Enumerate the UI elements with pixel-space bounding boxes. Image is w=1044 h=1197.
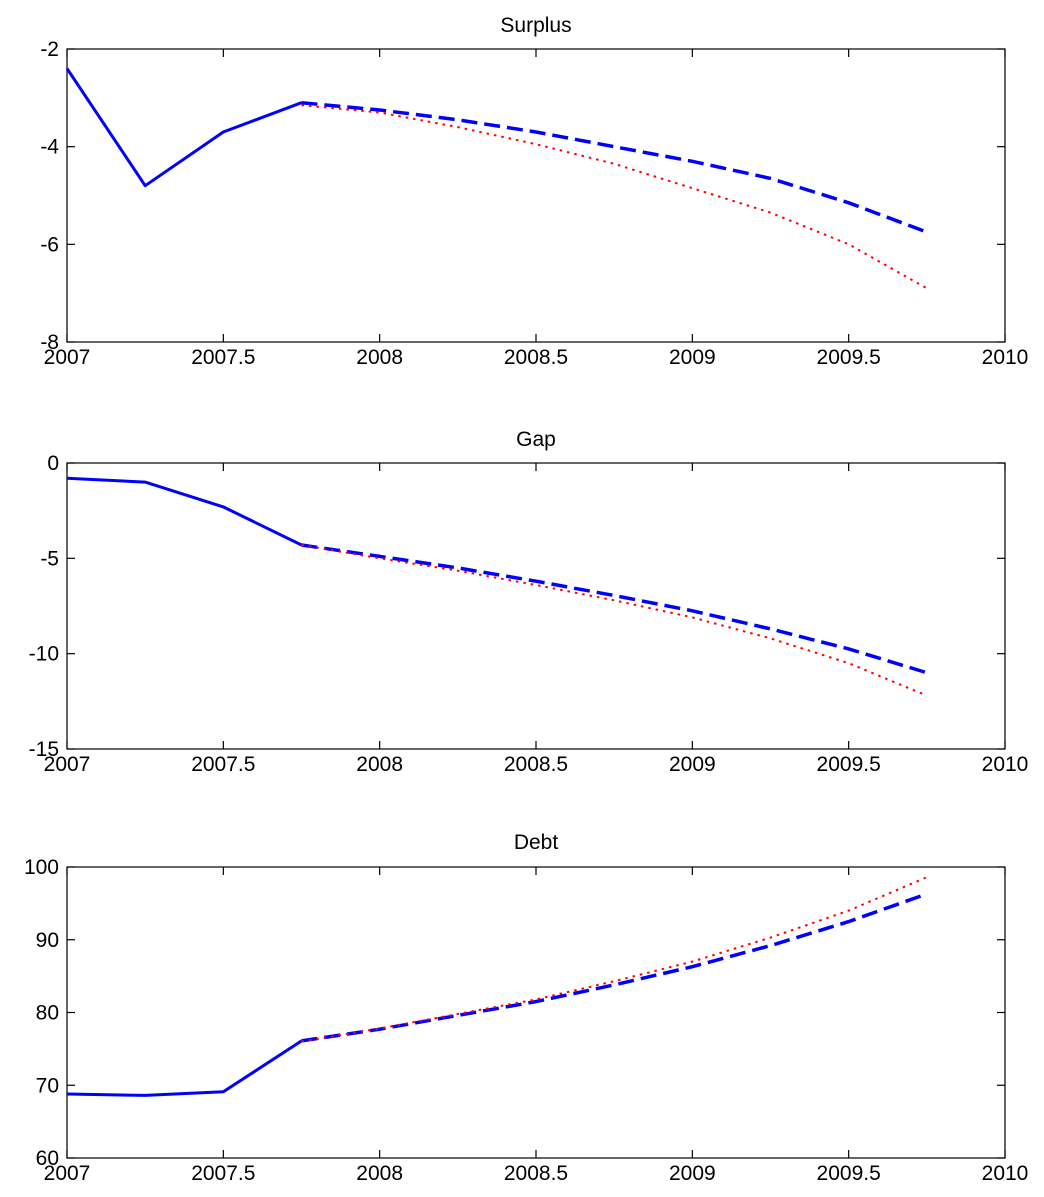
plot-area	[66, 48, 1006, 343]
y-tick-label: -8	[40, 331, 59, 354]
x-tick-label: 2008	[356, 753, 403, 776]
x-tick-label: 2009.5	[817, 753, 881, 776]
y-tick-label: 70	[36, 1074, 59, 1097]
chart-2: Debt 2007 2007.5 2008 2008.5 2009 2009.5 2010 60…	[24, 831, 1028, 1185]
x-tick-label: 2007.5	[191, 1162, 255, 1185]
plot-area	[66, 462, 1006, 750]
series-line-solid	[66, 476, 303, 547]
x-tick-label: 2007	[44, 753, 91, 776]
series-line-dotted	[301, 544, 928, 697]
x-tick-label: 2007.5	[191, 346, 255, 369]
x-tick-label: 2009.5	[817, 346, 881, 369]
y-tick-label: -4	[40, 136, 59, 159]
chart-1: Gap 2007 2007.5 2008 2008.5 2009 2009.5 2010 -15…	[29, 428, 1029, 776]
x-tick-label: 2010	[982, 753, 1029, 776]
y-tick-label: -5	[40, 547, 59, 570]
y-tick-label: -6	[40, 233, 59, 256]
y-tick-label: 60	[36, 1147, 59, 1170]
y-tick-label: -10	[29, 643, 59, 666]
y-tick-label: 100	[24, 856, 59, 879]
y-tick-label: 90	[36, 929, 59, 952]
chart-title: Debt	[514, 831, 559, 854]
x-tick-label: 2010	[982, 1162, 1029, 1185]
chart-title: Surplus	[500, 14, 571, 37]
plot-area	[66, 866, 1006, 1159]
series-line-dotted	[301, 876, 928, 1043]
x-tick-label: 2007	[44, 1162, 91, 1185]
x-tick-label: 2007.5	[191, 753, 255, 776]
series-line-solid	[66, 1039, 303, 1097]
y-tick-label: 0	[47, 452, 59, 475]
x-tick-label: 2010	[982, 346, 1029, 369]
series-line-solid	[65, 67, 303, 188]
x-tick-label: 2009.5	[817, 1162, 881, 1185]
x-tick-label: 2008	[356, 346, 403, 369]
x-tick-label: 2009	[669, 346, 716, 369]
x-tick-label: 2007	[44, 346, 91, 369]
x-tick-label: 2009	[669, 1162, 716, 1185]
x-tick-label: 2008	[356, 1162, 403, 1185]
x-tick-label: 2008.5	[504, 753, 568, 776]
chart-title: Gap	[516, 428, 556, 451]
y-tick-label: -15	[29, 738, 59, 761]
series-line-dashed	[301, 100, 928, 234]
series-line-dotted	[301, 104, 928, 290]
x-tick-label: 2008.5	[504, 1162, 568, 1185]
y-tick-label: 80	[36, 1002, 59, 1025]
x-tick-label: 2008.5	[504, 346, 568, 369]
series-line-dashed	[301, 543, 928, 675]
y-tick-label: -2	[40, 38, 59, 61]
chart-0: Surplus 2007 2007.5 2008 2008.5 2009 2009.5 201…	[40, 14, 1028, 369]
x-tick-label: 2009	[669, 753, 716, 776]
